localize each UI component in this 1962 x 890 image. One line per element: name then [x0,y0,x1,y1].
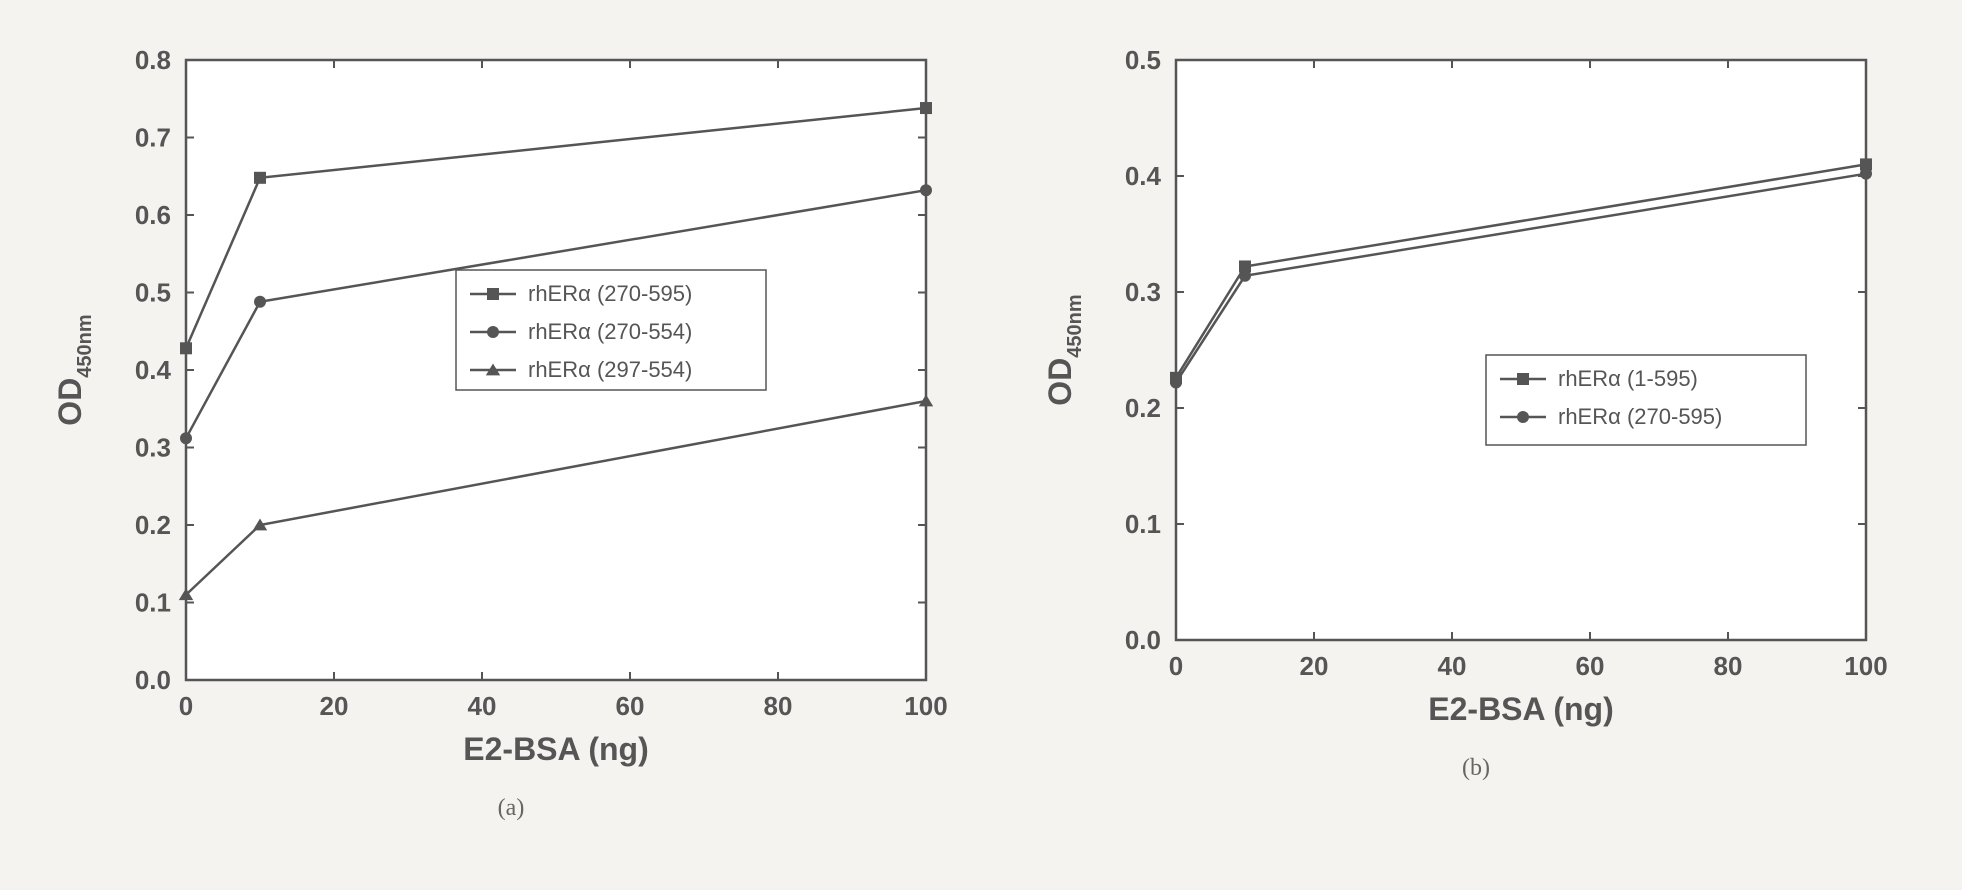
svg-text:E2-BSA (ng): E2-BSA (ng) [463,731,648,767]
figure-container: 0 20 40 60 80 100 0.0 0.1 0.2 0.3 0.4 0.5 0.6 0.7 0.8 E… [36,20,1926,822]
svg-text:40: 40 [468,691,497,721]
svg-text:0.8: 0.8 [135,45,171,75]
svg-text:100: 100 [904,691,947,721]
svg-text:0.2: 0.2 [1125,393,1161,423]
svg-text:rhERα (270-595): rhERα (270-595) [528,281,692,306]
svg-text:60: 60 [1576,651,1605,681]
svg-text:0: 0 [1169,651,1183,681]
svg-text:80: 80 [1714,651,1743,681]
caption-b: (b) [1462,755,1490,782]
svg-text:rhERα (297-554): rhERα (297-554) [528,357,692,382]
chart-b-wrap: 0 20 40 60 80 100 0.0 0.1 0.2 0.3 0.4 0.5 E2-BSA (ng… [1026,20,1926,740]
svg-text:0.0: 0.0 [135,665,171,695]
svg-text:0.6: 0.6 [135,200,171,230]
chart-b: 0 20 40 60 80 100 0.0 0.1 0.2 0.3 0.4 0.5 E2-BSA (ng… [1026,20,1926,740]
svg-text:rhERα (270-595): rhERα (270-595) [1558,404,1722,429]
svg-text:0: 0 [179,691,193,721]
svg-text:0.1: 0.1 [135,588,171,618]
svg-text:0.4: 0.4 [1125,161,1162,191]
svg-text:40: 40 [1438,651,1467,681]
svg-text:0.2: 0.2 [135,510,171,540]
svg-text:0.4: 0.4 [135,355,172,385]
svg-text:0.1: 0.1 [1125,509,1161,539]
svg-text:0.0: 0.0 [1125,625,1161,655]
svg-text:0.5: 0.5 [135,278,171,308]
svg-text:20: 20 [1300,651,1329,681]
caption-a: (a) [498,795,525,822]
svg-text:20: 20 [320,691,349,721]
svg-text:0.5: 0.5 [1125,45,1161,75]
chart-a-wrap: 0 20 40 60 80 100 0.0 0.1 0.2 0.3 0.4 0.5 0.6 0.7 0.8 E… [36,20,986,780]
svg-text:E2-BSA (ng): E2-BSA (ng) [1428,691,1613,727]
svg-text:rhERα (270-554): rhERα (270-554) [528,319,692,344]
svg-text:0.7: 0.7 [135,123,171,153]
panel-b: 0 20 40 60 80 100 0.0 0.1 0.2 0.3 0.4 0.5 E2-BSA (ng… [1026,20,1926,782]
svg-text:60: 60 [616,691,645,721]
svg-text:0.3: 0.3 [135,433,171,463]
svg-text:OD450nm: OD450nm [52,314,96,425]
chart-a: 0 20 40 60 80 100 0.0 0.1 0.2 0.3 0.4 0.5 0.6 0.7 0.8 E… [36,20,986,780]
svg-text:0.3: 0.3 [1125,277,1161,307]
svg-text:80: 80 [764,691,793,721]
panel-a: 0 20 40 60 80 100 0.0 0.1 0.2 0.3 0.4 0.5 0.6 0.7 0.8 E… [36,20,986,822]
svg-text:100: 100 [1844,651,1887,681]
svg-text:OD450nm: OD450nm [1042,294,1086,405]
svg-text:rhERα (1-595): rhERα (1-595) [1558,366,1698,391]
